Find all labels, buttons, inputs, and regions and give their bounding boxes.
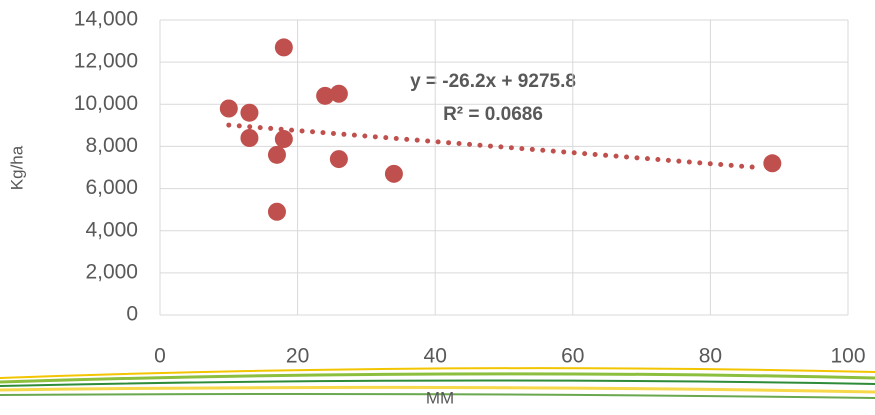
x-tick-label: 20 <box>286 345 309 368</box>
y-tick-label: 12,000 <box>74 50 138 73</box>
data-point <box>763 154 782 173</box>
y-tick-label: 4,000 <box>85 218 138 241</box>
y-tick-label: 14,000 <box>74 8 138 31</box>
data-point <box>240 103 259 122</box>
trendline-equation: y = -26.2x + 9275.8 <box>410 71 576 92</box>
data-point <box>267 202 286 221</box>
x-axis-label: MM <box>426 388 454 407</box>
y-tick-label: 6,000 <box>85 176 138 199</box>
y-axis-label: Kg/ha <box>7 145 26 190</box>
trendline-r-squared: R² = 0.0686 <box>443 104 543 125</box>
x-tick-label: 100 <box>830 345 865 368</box>
x-tick-label: 80 <box>699 345 722 368</box>
data-point <box>384 164 403 183</box>
footer-stripes <box>0 367 875 399</box>
y-tick-label: 10,000 <box>74 92 138 115</box>
data-point <box>316 86 335 105</box>
data-point <box>240 129 259 147</box>
x-tick-label: 60 <box>561 345 584 368</box>
y-tick-label: 2,000 <box>85 260 138 283</box>
data-point <box>274 38 293 57</box>
data-point <box>329 150 348 169</box>
y-tick-label: 0 <box>126 303 138 326</box>
data-point <box>274 130 293 149</box>
y-tick-label: 8,000 <box>85 134 138 157</box>
x-tick-label: 0 <box>154 345 166 368</box>
data-point <box>329 84 348 103</box>
x-tick-label: 40 <box>424 345 447 368</box>
data-point <box>219 99 238 118</box>
data-point <box>267 145 286 164</box>
